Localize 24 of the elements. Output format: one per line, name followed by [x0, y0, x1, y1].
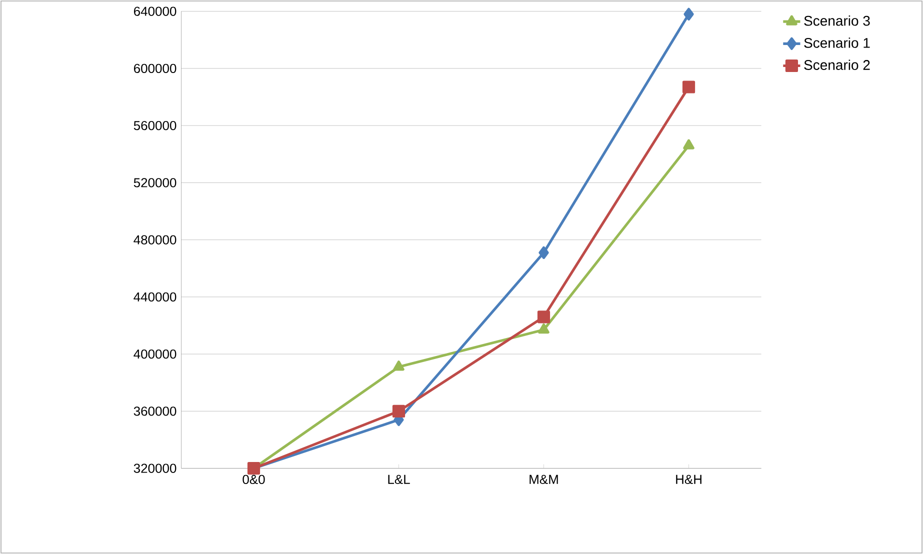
legend-label: Scenario 2: [804, 60, 870, 70]
point: [538, 246, 549, 259]
point: [392, 404, 406, 418]
point: [682, 80, 696, 94]
point: [684, 8, 694, 20]
x-tick-label: L&L: [388, 474, 410, 484]
legend-label: Scenario 3: [804, 16, 870, 26]
y-tick-label: 520000: [134, 178, 176, 188]
x-tick-label: 0&0: [242, 474, 265, 484]
y-tick-label: 480000: [134, 235, 176, 244]
y-tick-label: 640000: [134, 6, 176, 16]
point: [683, 139, 694, 150]
point: [393, 360, 404, 371]
x-tick-label: H&H: [676, 474, 702, 484]
legend-label: Scenario 1: [804, 38, 870, 48]
x-tick-label: M&M: [530, 474, 558, 484]
point: [538, 323, 550, 334]
y-tick-label: 400000: [134, 349, 176, 359]
y-tick-label: 600000: [134, 64, 176, 74]
y-tick-label: 560000: [134, 120, 176, 130]
point: [537, 310, 550, 324]
y-tick-label: 360000: [134, 406, 176, 416]
y-tick-label: 440000: [134, 292, 176, 302]
y-tick-label: 320000: [134, 464, 176, 473]
